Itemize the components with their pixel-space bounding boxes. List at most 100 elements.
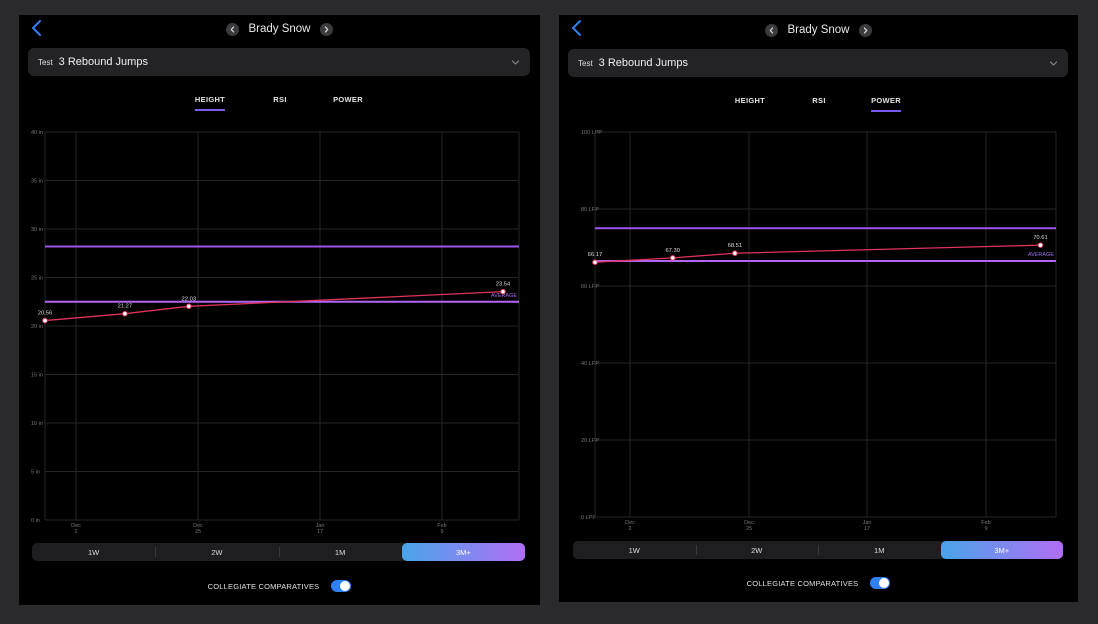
data-point — [500, 288, 506, 295]
tab-rsi[interactable]: RSI — [273, 95, 287, 104]
x-tick-day: 9 — [984, 526, 987, 532]
athlete-name: Brady Snow — [787, 24, 850, 36]
y-tick-label: 20 in — [31, 324, 43, 330]
tab-power[interactable]: POWER — [871, 96, 901, 112]
chart-panel-height: Brady Snow Test 3 Rebound Jumps HEIGHT R… — [19, 15, 540, 605]
comparatives-row: COLLEGIATE COMPARATIVES — [19, 580, 540, 592]
test-value: 3 Rebound Jumps — [598, 57, 688, 69]
data-label: 21.27 — [118, 304, 133, 310]
data-label: 22.03 — [182, 296, 197, 302]
y-tick-label: 0 LPP — [581, 515, 596, 521]
test-select[interactable]: Test 3 Rebound Jumps — [28, 48, 530, 76]
range-3m-plus-button[interactable]: 3M+ — [401, 543, 525, 561]
range-1m-button[interactable]: 1M — [278, 543, 402, 561]
data-point — [669, 255, 676, 261]
y-tick-label: 5 in — [31, 470, 40, 476]
tab-height[interactable]: HEIGHT — [194, 95, 226, 111]
range-2w-button[interactable]: 2W — [155, 543, 278, 561]
x-tick-day: 2 — [74, 529, 77, 535]
test-label: Test — [578, 58, 593, 68]
test-select[interactable]: Test 3 Rebound Jumps — [568, 49, 1068, 77]
range-1w-button[interactable]: 1W — [628, 545, 640, 555]
y-tick-label: 40 LPP — [581, 361, 599, 367]
tab-height[interactable]: HEIGHT — [734, 96, 766, 105]
data-point — [732, 250, 738, 257]
range-1w-button[interactable]: 1W — [88, 547, 100, 557]
y-tick-label: 40 in — [31, 130, 43, 136]
comparatives-toggle[interactable] — [331, 580, 352, 592]
height-chart: 40 in 35 in 30 in 25 in 20 in 15 in 10 in 5 in 0… — [31, 130, 520, 535]
x-tick-day: 17 — [317, 529, 323, 535]
data-label: 23.54 — [496, 282, 511, 288]
data-label: 68.51 — [728, 243, 743, 249]
data-label: 20.56 — [38, 311, 53, 317]
y-tick-label: 20 LPP — [581, 438, 599, 444]
previous-athlete-button[interactable] — [765, 23, 779, 37]
x-tick-day: 9 — [440, 529, 443, 535]
metric-tabs: HEIGHT RSI POWER — [559, 96, 1078, 116]
athlete-name: Brady Snow — [248, 23, 311, 35]
chevron-down-icon — [1049, 59, 1058, 68]
toggle-knob — [340, 581, 351, 591]
x-tick-month: Jan — [316, 523, 325, 529]
range-selector: 1W 2W 1M 3M+ — [32, 543, 525, 561]
next-athlete-button[interactable] — [319, 22, 333, 36]
x-tick-day: 2 — [628, 526, 631, 532]
y-tick-label: 100 LPP — [581, 130, 602, 136]
range-3m-plus-button[interactable]: 3M+ — [940, 541, 1063, 559]
chevron-left-icon[interactable] — [569, 19, 585, 37]
x-tick-month: Dec — [71, 523, 81, 529]
average-label: AVERAGE — [491, 293, 518, 299]
toggle-knob — [879, 578, 890, 588]
chevron-right-icon — [863, 26, 867, 34]
athlete-nav: Brady Snow — [559, 21, 1078, 39]
x-tick-month: Jan — [863, 520, 872, 526]
data-point — [122, 310, 128, 317]
y-tick-label: 25 in — [31, 276, 43, 282]
y-tick-label: 30 in — [31, 227, 43, 233]
range-1m-button[interactable]: 1M — [818, 541, 941, 559]
data-point — [592, 259, 598, 266]
data-point — [1037, 242, 1044, 248]
test-value: 3 Rebound Jumps — [58, 56, 148, 68]
chevron-left-icon — [231, 25, 235, 33]
x-tick-day: 25 — [746, 526, 752, 532]
x-tick-day: 25 — [195, 529, 201, 535]
comparatives-toggle[interactable] — [870, 577, 891, 589]
data-label: 67.30 — [665, 248, 680, 254]
tab-rsi[interactable]: RSI — [812, 96, 826, 105]
y-tick-label: 15 in — [31, 373, 43, 379]
y-tick-label: 0 in — [31, 518, 40, 524]
metric-tabs: HEIGHT RSI POWER — [19, 95, 540, 115]
range-2w-button[interactable]: 2W — [695, 541, 819, 559]
data-label: 66.17 — [588, 252, 603, 258]
athlete-nav: Brady Snow — [19, 20, 540, 38]
average-label: AVERAGE — [1028, 252, 1055, 258]
series-line — [594, 244, 1041, 263]
x-tick-month: Dec — [744, 520, 754, 526]
y-tick-label: 35 in — [31, 179, 43, 185]
comparatives-row: COLLEGIATE COMPARATIVES — [559, 577, 1078, 589]
x-tick-month: Feb — [981, 520, 990, 526]
y-tick-label: 60 LPP — [581, 284, 599, 290]
chevron-right-icon — [324, 25, 328, 33]
chevron-left-icon — [770, 26, 774, 34]
tab-power[interactable]: POWER — [333, 95, 363, 104]
chevron-left-icon[interactable] — [29, 19, 45, 37]
next-athlete-button[interactable] — [858, 23, 872, 37]
x-tick-month: Dec — [193, 523, 203, 529]
test-label: Test — [38, 57, 53, 67]
range-selector: 1W 2W 1M 3M+ — [573, 541, 1063, 559]
data-label: 70.61 — [1033, 235, 1048, 241]
x-tick-day: 17 — [864, 526, 870, 532]
chart-panel-power: Brady Snow Test 3 Rebound Jumps HEIGHT R… — [559, 15, 1078, 602]
comparatives-label: COLLEGIATE COMPARATIVES — [207, 581, 320, 591]
data-point — [42, 317, 48, 324]
previous-athlete-button[interactable] — [226, 22, 240, 36]
y-tick-label: 10 in — [31, 421, 43, 427]
x-tick-month: Feb — [437, 523, 446, 529]
chevron-down-icon — [511, 58, 520, 67]
y-tick-label: 80 LPP — [581, 207, 599, 213]
comparatives-label: COLLEGIATE COMPARATIVES — [746, 578, 859, 588]
